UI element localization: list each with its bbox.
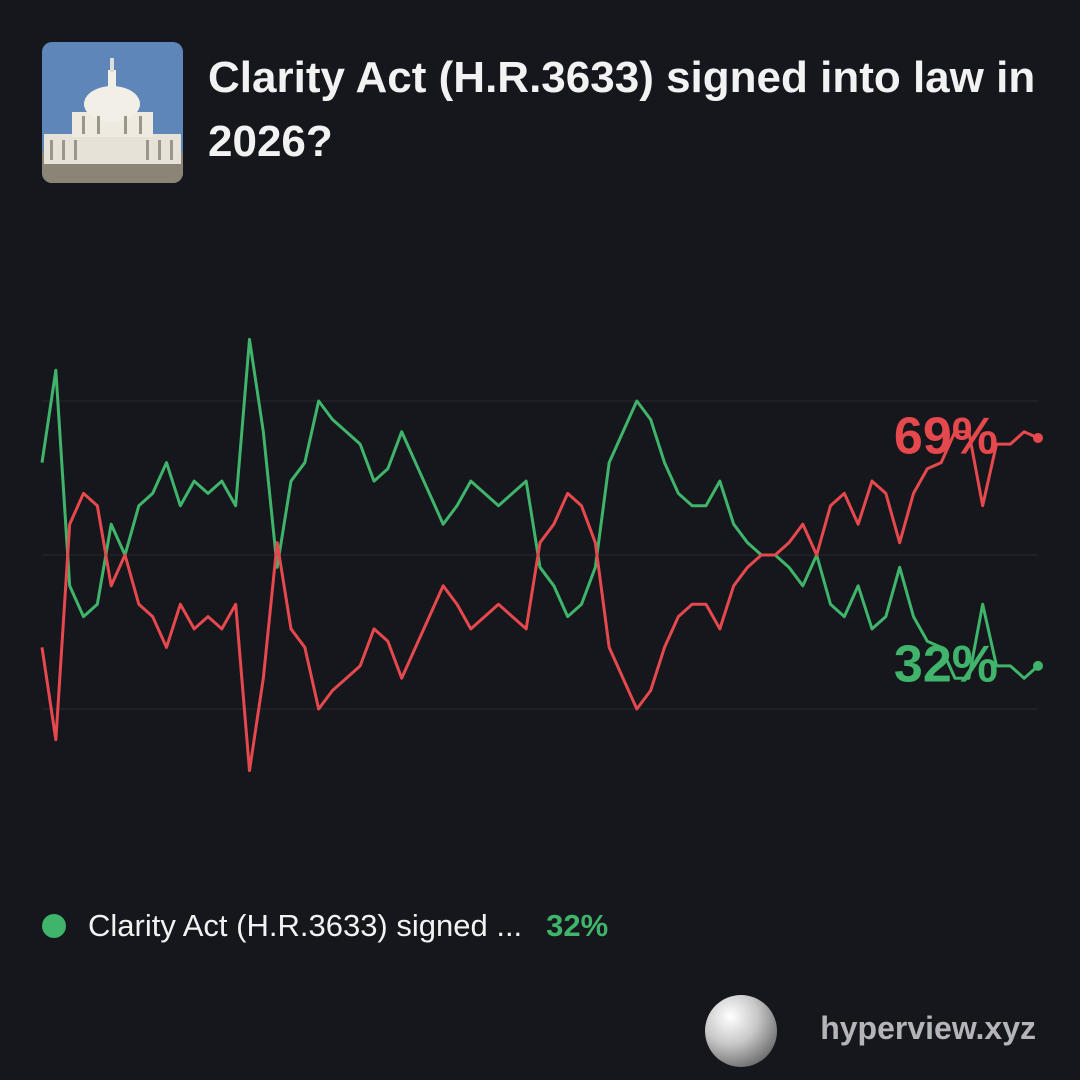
legend-swatch xyxy=(42,914,66,938)
end-label: 32% xyxy=(894,636,998,694)
end-dot xyxy=(1033,660,1043,671)
capitol-image xyxy=(42,42,183,183)
brand: hyperview.xyz xyxy=(820,1010,1036,1046)
legend: Clarity Act (H.R.3633) signed ... 32% xyxy=(42,908,608,944)
title: Clarity Act (H.R.3633) signed into law i… xyxy=(208,53,1036,166)
logo xyxy=(705,995,777,1067)
end-label: 69% xyxy=(894,408,998,466)
thumbnail xyxy=(42,42,183,183)
end-dot xyxy=(1033,432,1043,443)
legend-label: Clarity Act (H.R.3633) signed ... xyxy=(88,908,523,943)
legend-value: 32% xyxy=(546,908,609,943)
series-line xyxy=(40,430,1039,773)
series-line xyxy=(40,337,1039,680)
